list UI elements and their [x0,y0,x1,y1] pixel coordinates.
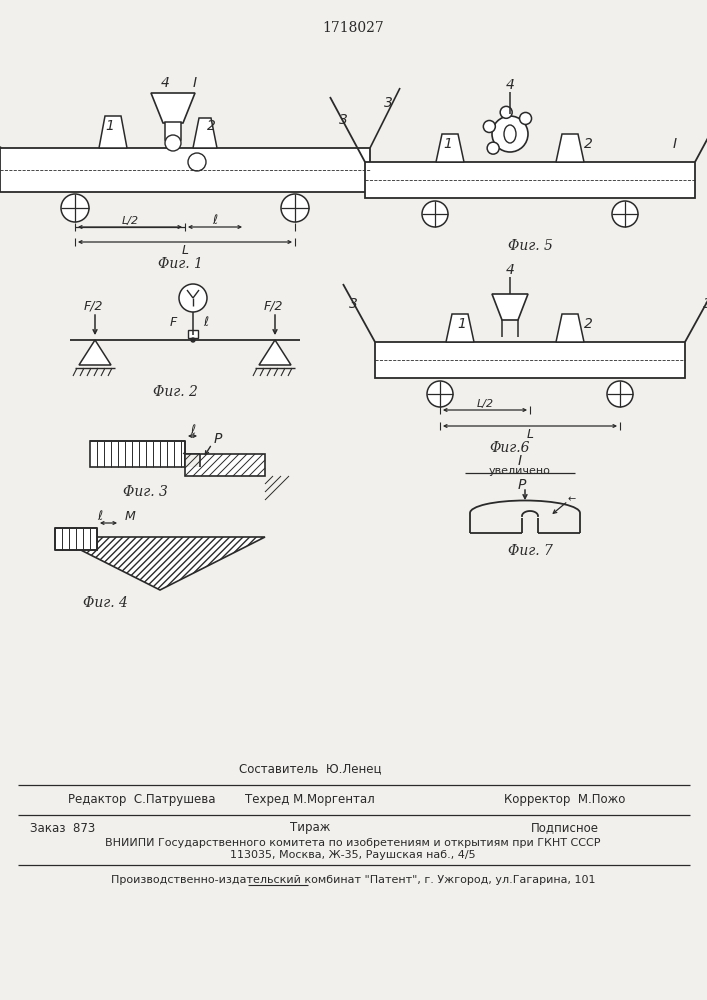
Text: I: I [518,454,522,468]
Text: Φиг. 4: Φиг. 4 [83,596,127,610]
Text: L: L [527,428,534,440]
Bar [188,330,198,338]
Circle shape [484,120,496,132]
Bar [185,454,265,476]
Text: ℓ: ℓ [212,215,218,228]
Circle shape [500,106,512,118]
Text: L/2: L/2 [122,216,139,226]
Bar [0,148,370,192]
Bar [90,441,185,467]
Polygon shape [193,118,217,148]
Text: ←: ← [568,494,576,504]
Polygon shape [556,134,584,162]
Text: ℓ: ℓ [190,424,196,436]
Polygon shape [492,294,528,320]
Text: 2: 2 [206,119,216,133]
Text: F: F [170,316,177,328]
Text: Подписное: Подписное [531,822,599,834]
Circle shape [612,201,638,227]
Polygon shape [79,340,111,365]
Circle shape [61,194,89,222]
Text: 4: 4 [160,76,170,90]
Text: I: I [673,137,677,151]
Text: M: M [125,510,136,524]
Text: L/2: L/2 [477,399,493,409]
Text: 3: 3 [384,96,392,110]
Bar [365,162,695,198]
Text: 2: 2 [583,317,592,331]
Text: 1718027: 1718027 [322,21,384,35]
Polygon shape [259,340,291,365]
Text: L: L [182,243,189,256]
Text: ℓ: ℓ [203,316,208,328]
Polygon shape [446,314,474,342]
Text: Тираж: Тираж [290,822,330,834]
Polygon shape [556,314,584,342]
Text: Редактор  С.Патрушева: Редактор С.Патрушева [68,794,216,806]
Polygon shape [151,93,195,123]
Circle shape [520,112,532,124]
Text: ℓ: ℓ [97,510,102,524]
Text: 1: 1 [105,119,115,133]
Circle shape [179,284,207,312]
Text: Φиг. 1: Φиг. 1 [158,257,202,271]
Circle shape [422,201,448,227]
Bar [55,528,97,550]
Text: F/2: F/2 [83,300,103,312]
Text: Составитель  Ю.Ленец: Составитель Ю.Ленец [239,762,381,776]
Text: 3: 3 [339,113,347,127]
Text: P: P [518,478,526,492]
Text: Φиг. 7: Φиг. 7 [508,544,552,558]
Text: Заказ  873: Заказ 873 [30,822,95,834]
Text: Φиг. 2: Φиг. 2 [153,385,197,399]
Text: 2: 2 [583,137,592,151]
Circle shape [487,142,499,154]
Polygon shape [436,134,464,162]
Text: 1: 1 [457,317,467,331]
Text: ВНИИПИ Государственного комитета по изобретениям и открытиям при ГКНТ СССР: ВНИИПИ Государственного комитета по изоб… [105,838,601,848]
Circle shape [281,194,309,222]
Text: Производственно-издательский комбинат "Патент", г. Ужгород, ул.Гагарина, 101: Производственно-издательский комбинат "П… [111,875,595,885]
Bar [185,454,200,467]
Polygon shape [99,116,127,148]
Text: Техред М.Моргентал: Техред М.Моргентал [245,794,375,806]
Circle shape [188,153,206,171]
Circle shape [427,381,453,407]
Circle shape [607,381,633,407]
Text: 3: 3 [703,297,707,311]
Text: 113035, Москва, Ж-35, Раушская наб., 4/5: 113035, Москва, Ж-35, Раушская наб., 4/5 [230,850,476,860]
Text: I: I [193,76,197,90]
Text: P: P [214,432,222,446]
Text: увеличено: увеличено [489,466,551,476]
Circle shape [492,116,528,152]
Bar [165,122,181,140]
Text: Φиг. 5: Φиг. 5 [508,239,552,253]
Text: Φиг. 3: Φиг. 3 [122,485,168,499]
Text: F/2: F/2 [263,300,283,312]
Polygon shape [55,537,265,590]
Text: 1: 1 [443,137,452,151]
Text: 3: 3 [349,297,358,311]
Text: 4: 4 [506,263,515,277]
Circle shape [191,338,195,342]
Text: Корректор  М.Пожо: Корректор М.Пожо [504,794,626,806]
Text: 4: 4 [506,78,515,92]
Circle shape [165,135,181,151]
Ellipse shape [504,125,516,143]
Bar [375,342,685,378]
Text: Φиг.6: Φиг.6 [490,441,530,455]
